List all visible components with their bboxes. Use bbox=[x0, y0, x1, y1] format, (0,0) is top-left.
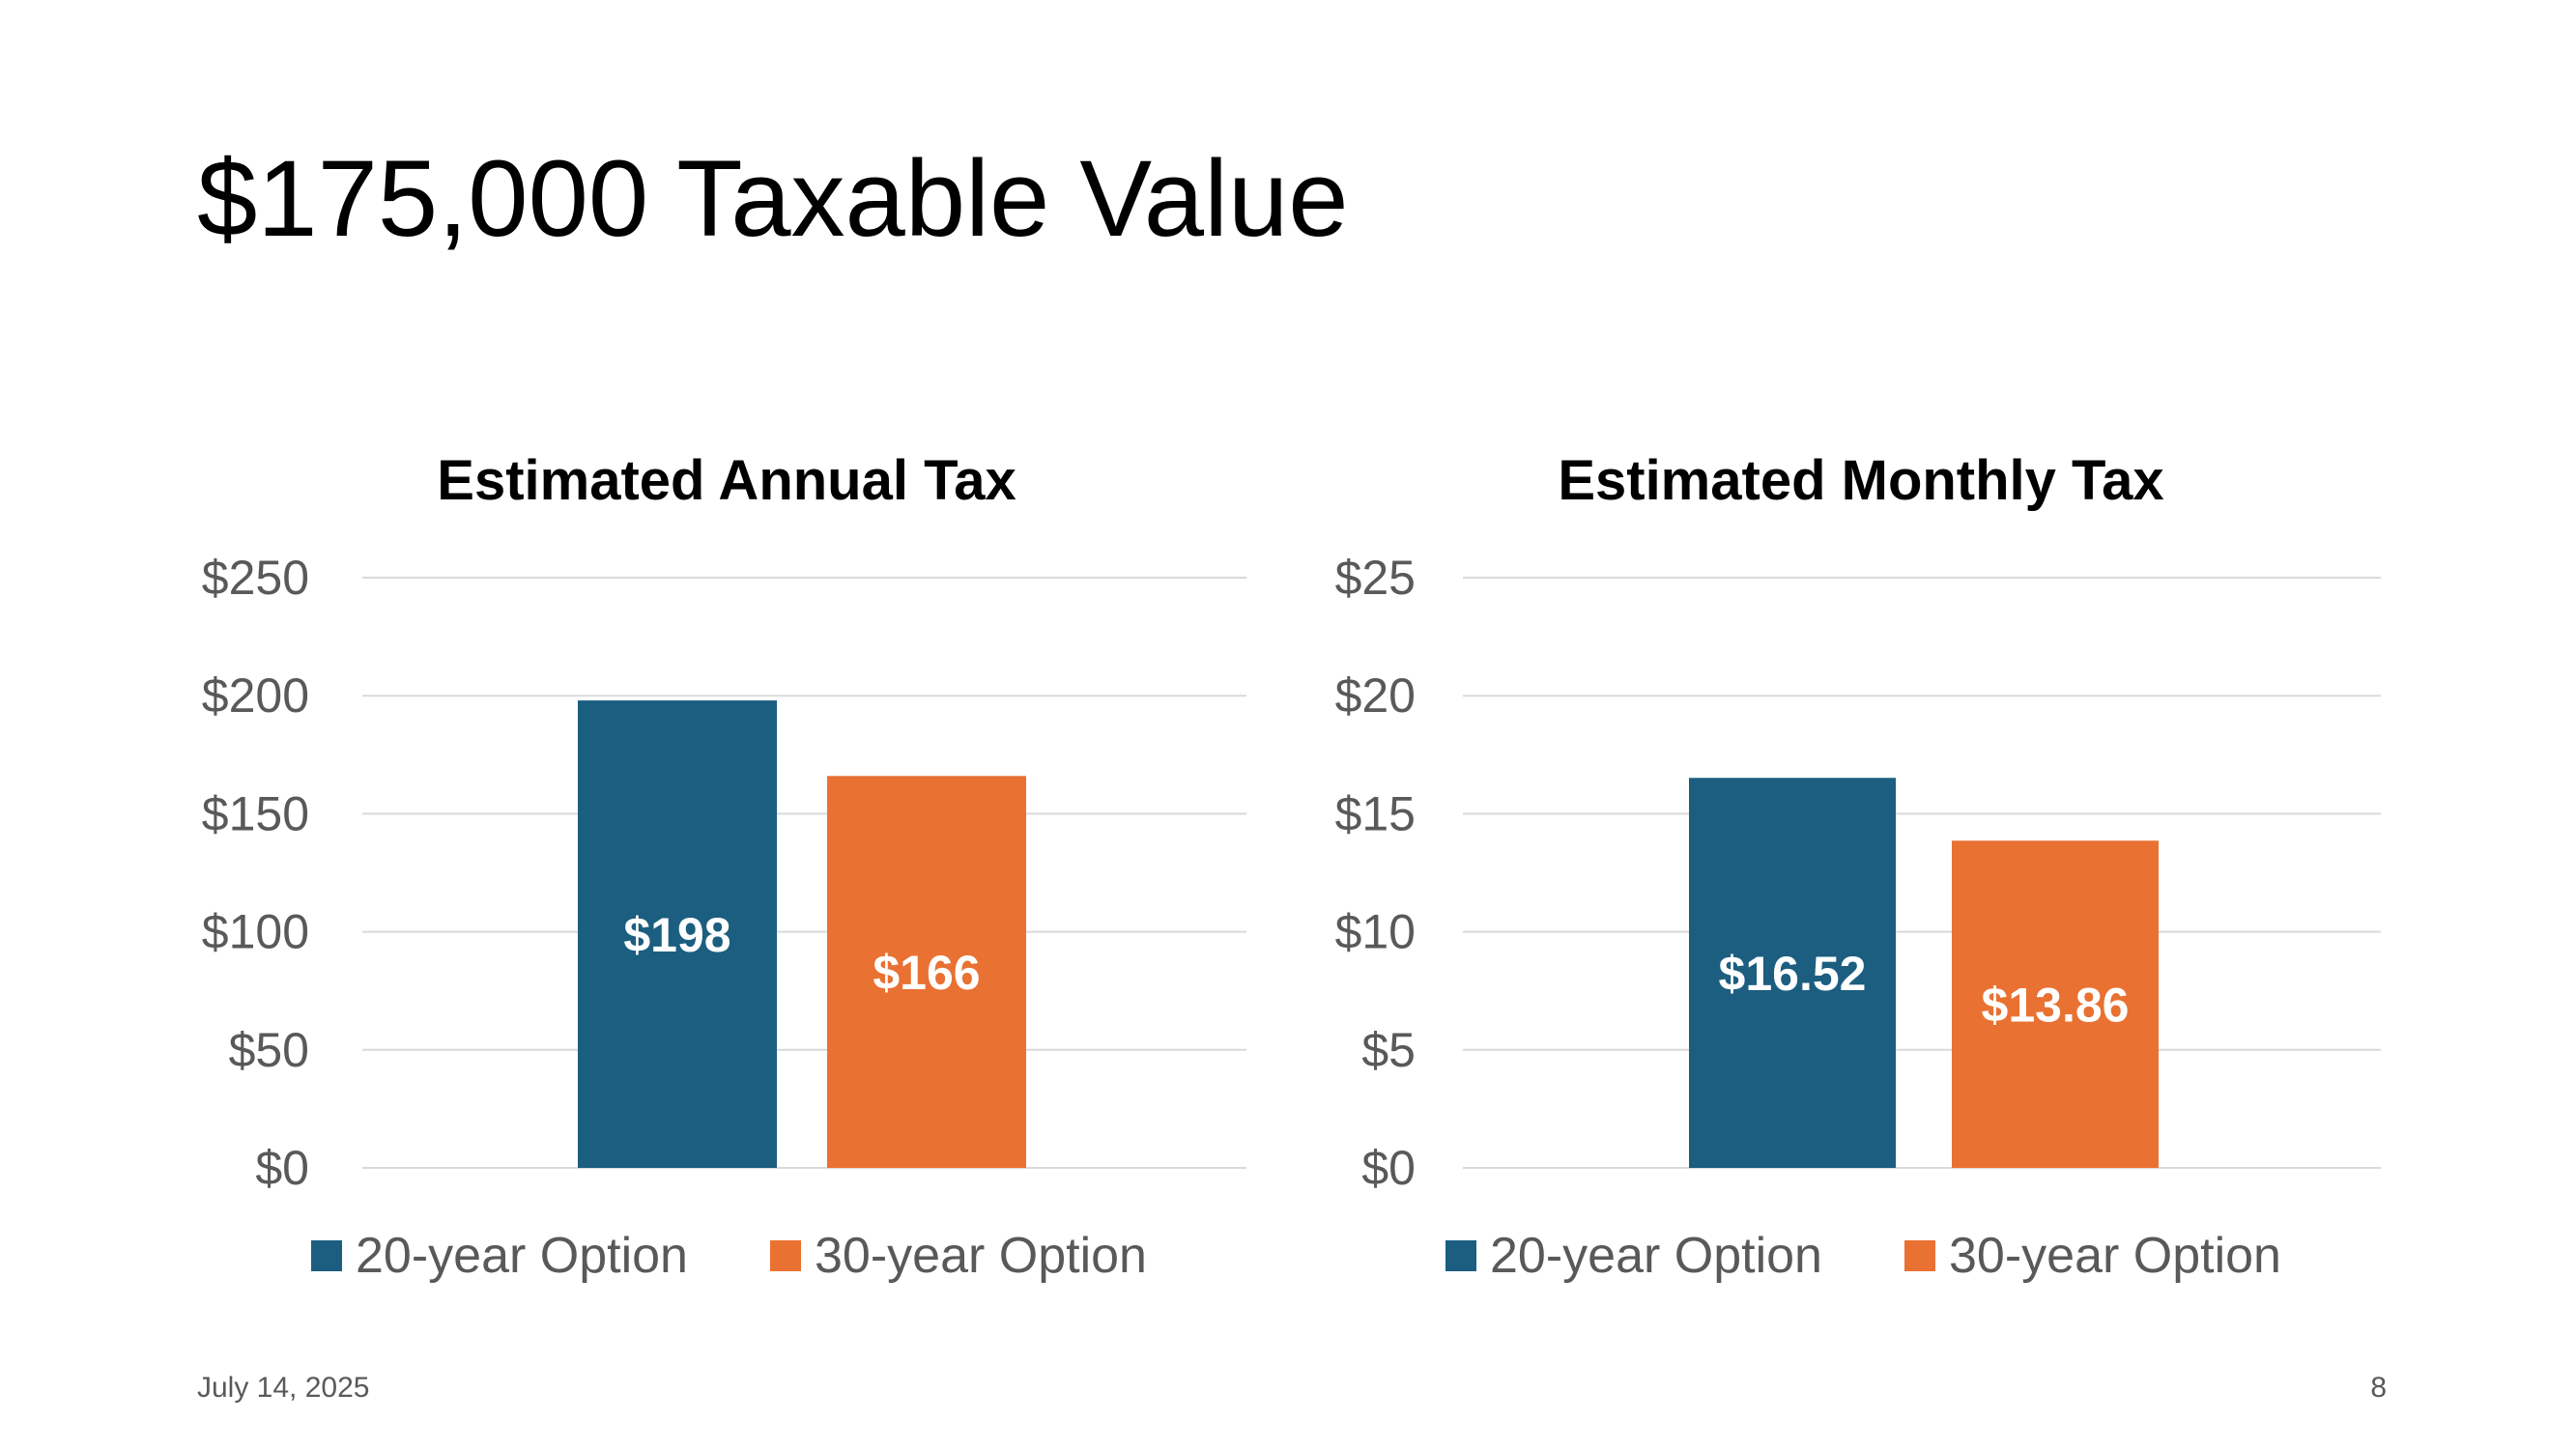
monthly-legend-label-30yr: 30-year Option bbox=[1949, 1228, 2281, 1284]
monthly-chart-title: Estimated Monthly Tax bbox=[1558, 449, 2163, 512]
footer-date: July 14, 2025 bbox=[197, 1372, 370, 1404]
annual-legend-swatch-20yr bbox=[311, 1240, 342, 1271]
annual-chart-title: Estimated Annual Tax bbox=[437, 449, 1016, 512]
page-number: 8 bbox=[2370, 1372, 2387, 1404]
monthly-bar-30yr bbox=[1952, 840, 2159, 1168]
annual-y-tick-label: $0 bbox=[255, 1141, 309, 1195]
annual-legend-swatch-30yr bbox=[770, 1240, 801, 1271]
annual-y-tick-label: $50 bbox=[229, 1023, 309, 1077]
annual-tax-chart: Estimated Annual Tax $0 $50 $100 $150 $200 $25… bbox=[202, 449, 1246, 1284]
annual-y-tick-label: $250 bbox=[202, 551, 309, 605]
monthly-data-label-30yr: $13.86 bbox=[1982, 979, 2130, 1033]
monthly-legend-swatch-20yr bbox=[1445, 1240, 1476, 1271]
annual-data-label-20yr: $198 bbox=[623, 908, 730, 962]
monthly-legend-swatch-30yr bbox=[1904, 1240, 1935, 1271]
monthly-bar-20yr bbox=[1689, 778, 1896, 1168]
annual-data-label-30yr: $166 bbox=[873, 946, 980, 1000]
monthly-y-tick-label: $15 bbox=[1335, 786, 1416, 840]
monthly-y-tick-label: $5 bbox=[1361, 1023, 1416, 1077]
annual-bar-30yr bbox=[827, 776, 1026, 1168]
monthly-tax-chart: Estimated Monthly Tax $0 $5 $10 $15 $20 $25 $16… bbox=[1335, 449, 2381, 1284]
monthly-y-tick-label: $25 bbox=[1335, 551, 1416, 605]
annual-bar-20yr bbox=[578, 700, 777, 1168]
monthly-data-label-20yr: $16.52 bbox=[1719, 947, 1867, 1001]
monthly-y-tick-label: $20 bbox=[1335, 668, 1416, 723]
annual-legend-label-20yr: 20-year Option bbox=[356, 1228, 688, 1284]
annual-y-tick-label: $150 bbox=[202, 786, 309, 840]
monthly-y-tick-label: $10 bbox=[1335, 905, 1416, 959]
annual-legend-label-30yr: 30-year Option bbox=[815, 1228, 1147, 1284]
annual-y-tick-label: $200 bbox=[202, 668, 309, 723]
annual-y-tick-label: $100 bbox=[202, 905, 309, 959]
monthly-legend-label-20yr: 20-year Option bbox=[1490, 1228, 1822, 1284]
slide-title: $175,000 Taxable Value bbox=[197, 138, 1349, 259]
monthly-y-tick-label: $0 bbox=[1361, 1141, 1416, 1195]
